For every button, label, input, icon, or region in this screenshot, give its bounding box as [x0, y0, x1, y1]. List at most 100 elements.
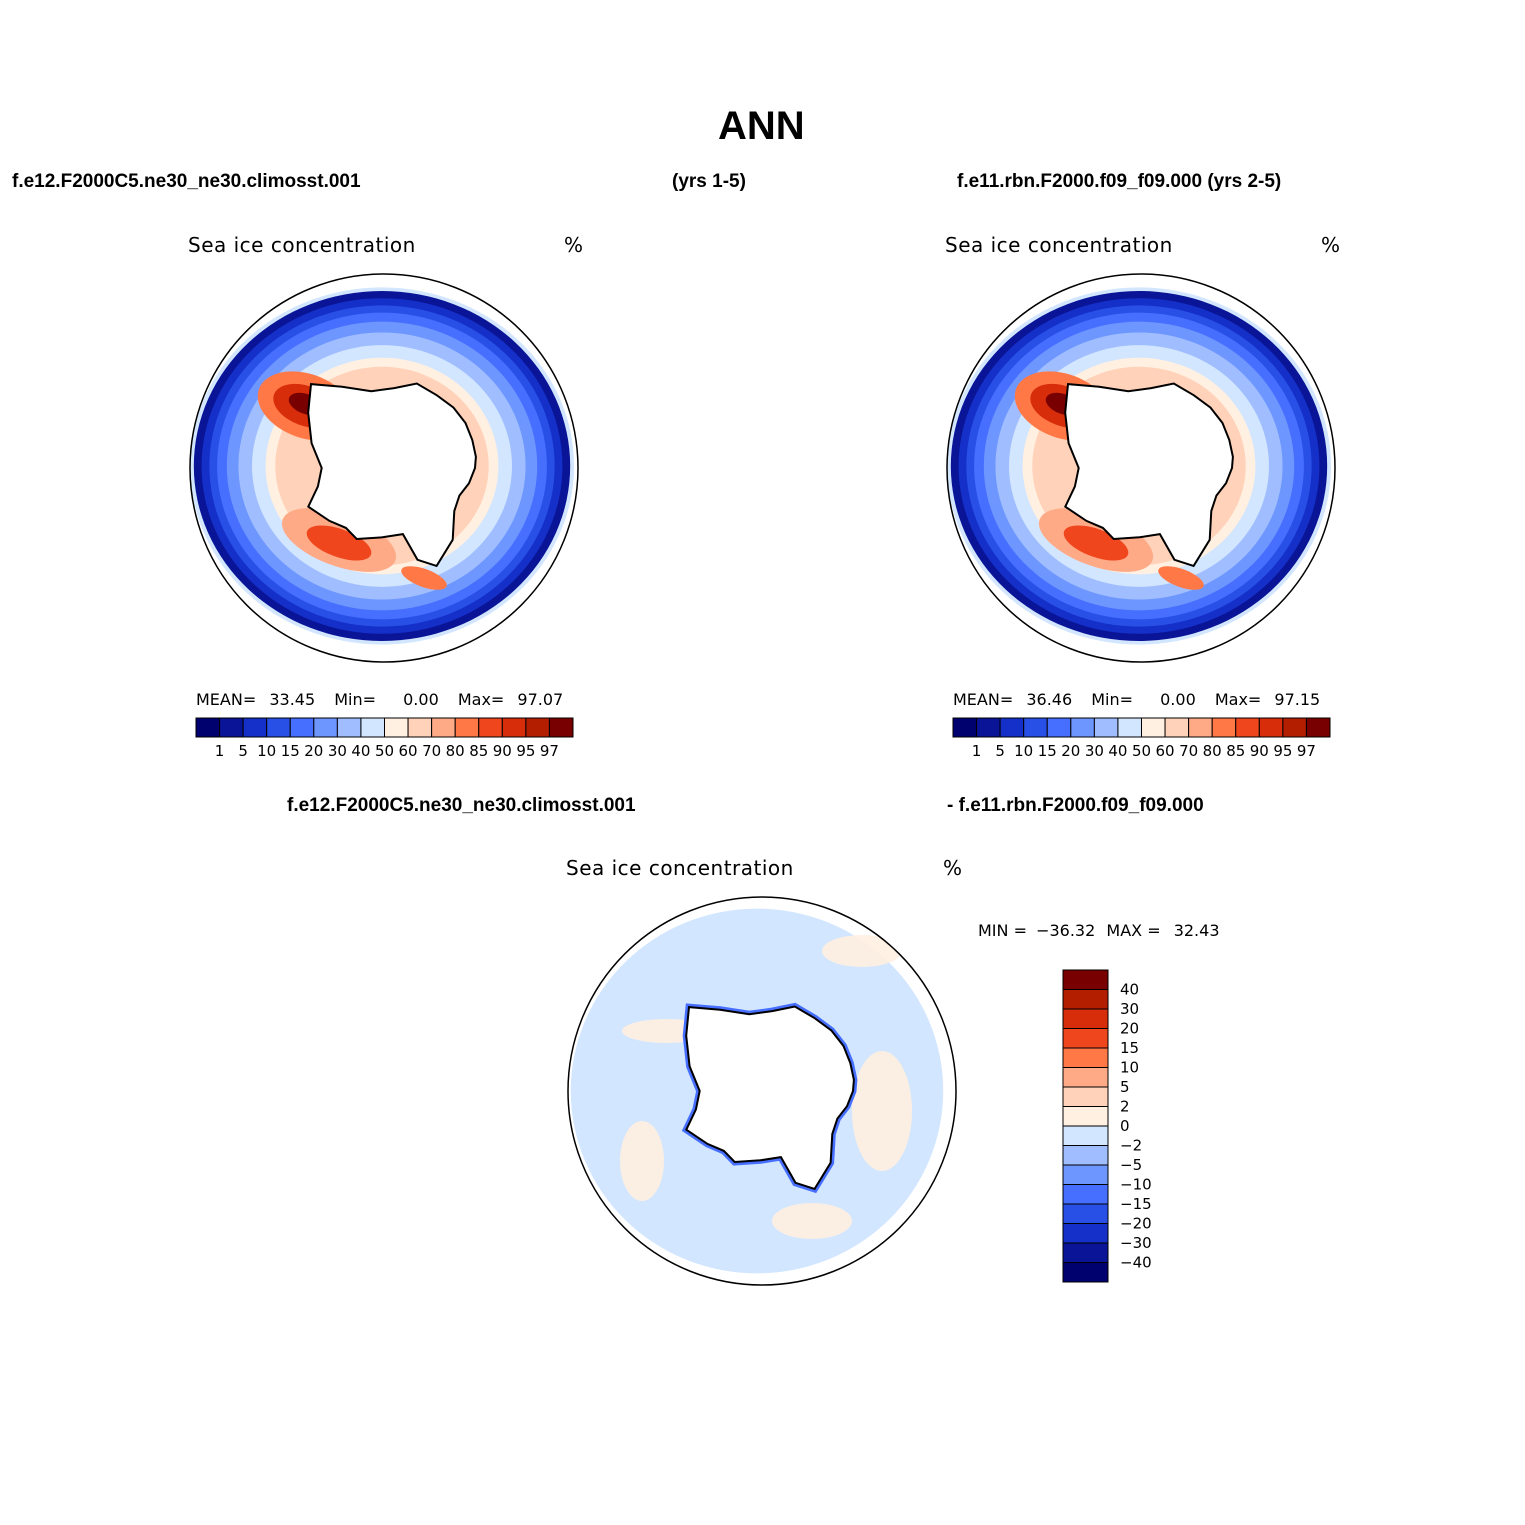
panel2-colorbar-tick-label: 85	[1226, 742, 1245, 760]
top-right-case-name: f.e11.rbn.F2000.f09_f09.000 (yrs 2-5)	[957, 171, 1282, 192]
panel2-colorbar-tick-label: 60	[1156, 742, 1175, 760]
panel3-colorbar-tick-label: 5	[1120, 1078, 1130, 1096]
panel2-colorbar-tick-label: 90	[1250, 742, 1269, 760]
panel1-colorbar-tick-label: 40	[351, 742, 370, 760]
panel3-units: %	[943, 856, 963, 880]
panel3-stats: MIN = −36.32 MAX = 32.43	[978, 921, 1220, 940]
panel1-colorbar-tick-label: 50	[375, 742, 394, 760]
top-years-label: (yrs 1-5)	[672, 171, 746, 192]
panel2-colorbar-swatch	[1282, 717, 1307, 738]
panel2-mean-value: 36.46	[1026, 690, 1073, 709]
panel1-colorbar-swatch	[384, 717, 409, 738]
panel2-title: Sea ice concentration	[945, 233, 1173, 257]
panel2-colorbar-swatch	[1258, 717, 1284, 738]
panel2-colorbar: 1 5 10 15 20 30 40 50 60 70 80 85 90 95 97	[952, 717, 1331, 760]
panel2-colorbar-tick-label: 97	[1297, 742, 1316, 760]
panel3-colorbar-tick-label: −15	[1120, 1195, 1152, 1213]
panel1-colorbar-swatch	[336, 717, 362, 738]
panel3-min-value: −36.32	[1036, 921, 1096, 940]
panel2-amundsen-ice	[1158, 566, 1204, 590]
panel1-colorbar-swatch	[289, 717, 315, 738]
panel1-colorbar-tick-label: 95	[516, 742, 535, 760]
panel1-colorbar-swatch	[360, 717, 385, 738]
panel3-colorbar-swatch	[1062, 1106, 1109, 1127]
panel3-colorbar-tick-label: 2	[1120, 1098, 1130, 1116]
panel3-map-border	[567, 896, 957, 1286]
panel2-mean-label: MEAN=	[953, 690, 1014, 709]
panel3-colorbar-swatch	[1062, 1223, 1109, 1244]
panel2-colorbar-swatch	[976, 717, 1001, 738]
panel2-stats: MEAN= 36.46 Min= 0.00 Max= 97.15	[953, 690, 1320, 709]
panel1-min-label: Min=	[334, 690, 377, 709]
panel1-ross-ice-core	[306, 525, 372, 561]
panel1-colorbar-swatch	[195, 717, 221, 738]
panel2-colorbar-tick-label: 20	[1061, 742, 1080, 760]
panel3-colorbar-tick-label: −20	[1120, 1215, 1152, 1233]
panel3-colorbar-tick-label: 10	[1120, 1059, 1139, 1077]
panel3-colorbar-swatch	[1062, 1145, 1109, 1166]
panel3-colorbar-swatch	[1062, 969, 1109, 990]
panel1-colorbar-tick-label: 30	[328, 742, 347, 760]
panel1-stats: MEAN= 33.45 Min= 0.00 Max= 97.07	[196, 690, 563, 709]
panel1-colorbar-tick-label: 85	[469, 742, 488, 760]
panel3-colorbar-swatch	[1062, 1164, 1109, 1185]
panel1-max-label: Max=	[457, 690, 505, 709]
panel2-max-label: Max=	[1214, 690, 1262, 709]
panel3-colorbar-swatch	[1062, 1262, 1109, 1283]
panel3-max-label: MAX =	[1106, 921, 1161, 940]
panel3-colorbar-swatch	[1062, 989, 1109, 1010]
panel1-colorbar-swatch	[242, 717, 268, 738]
panel3-max-value: 32.43	[1173, 921, 1220, 940]
panel1-colorbar-tick-label: 60	[399, 742, 418, 760]
panel2-colorbar-swatch	[1188, 717, 1213, 738]
panel1-colorbar-tick-label: 1	[215, 742, 225, 760]
panel2-colorbar-tick-label: 70	[1179, 742, 1198, 760]
panel2-min-label: Min=	[1091, 690, 1134, 709]
panel3-positive-patch-4	[852, 1051, 912, 1171]
panel1-colorbar-swatch	[548, 717, 574, 738]
panel3-colorbar-swatch	[1062, 1242, 1109, 1263]
panel3-positive-patch-3	[620, 1121, 664, 1201]
panel3-colorbar-tick-label: −40	[1120, 1254, 1152, 1272]
panel1-colorbar-swatch	[478, 717, 503, 738]
panel3-colorbar-tick-label: −30	[1120, 1234, 1152, 1252]
panel3-colorbar-swatch	[1062, 1125, 1109, 1146]
panel2-colorbar-swatch	[1046, 717, 1072, 738]
panel1-colorbar-tick-label: 15	[281, 742, 300, 760]
panel3-colorbar-swatch	[1062, 1028, 1109, 1049]
panel3-colorbar-tick-label: 40	[1120, 981, 1139, 999]
panel3-colorbar-swatch	[1062, 1067, 1109, 1088]
panel1-mean-label: MEAN=	[196, 690, 257, 709]
panel2-colorbar-tick-label: 10	[1014, 742, 1033, 760]
panel2-colorbar-swatch	[1093, 717, 1119, 738]
panel3-colorbar-tick-label: 30	[1120, 1000, 1139, 1018]
panel2-antarctica-coastline	[1064, 382, 1234, 568]
panel2-colorbar-tick-label: 80	[1203, 742, 1222, 760]
panel1-units: %	[564, 233, 584, 257]
diff-right-case-name: - f.e11.rbn.F2000.f09_f09.000	[947, 795, 1204, 816]
panel3-colorbar-swatch	[1062, 1086, 1109, 1107]
panel3-colorbar-tick-label: −5	[1120, 1156, 1142, 1174]
panel3-map	[568, 897, 956, 1285]
panel2-colorbar-tick-label: 40	[1108, 742, 1127, 760]
panel3-min-label: MIN =	[978, 921, 1027, 940]
panel3-colorbar-swatch	[1062, 1184, 1109, 1205]
panel3-colorbar-swatch	[1062, 1047, 1109, 1068]
panel2-map	[947, 287, 1332, 645]
panel2-colorbar-tick-label: 30	[1085, 742, 1104, 760]
panel3-colorbar-swatch	[1062, 1203, 1109, 1224]
panel1-colorbar: 1 5 10 15 20 30 40 50 60 70 80 85 90 95 97	[195, 717, 574, 760]
panel3-colorbar-tick-label: −2	[1120, 1137, 1142, 1155]
panel2-colorbar-swatch	[1235, 717, 1260, 738]
panel1-colorbar-tick-label: 90	[493, 742, 512, 760]
panel3-colorbar-tick-label: −10	[1120, 1176, 1152, 1194]
panel1-colorbar-tick-label: 80	[446, 742, 465, 760]
panel2-map-border	[946, 273, 1336, 663]
panel2-min-value: 0.00	[1160, 690, 1196, 709]
panel2-colorbar-swatch	[1305, 717, 1331, 738]
figure-title: ANN	[718, 104, 805, 148]
panel1-mean-value: 33.45	[269, 690, 316, 709]
panel2-colorbar-swatch	[1164, 717, 1190, 738]
panel2-max-value: 97.15	[1274, 690, 1321, 709]
